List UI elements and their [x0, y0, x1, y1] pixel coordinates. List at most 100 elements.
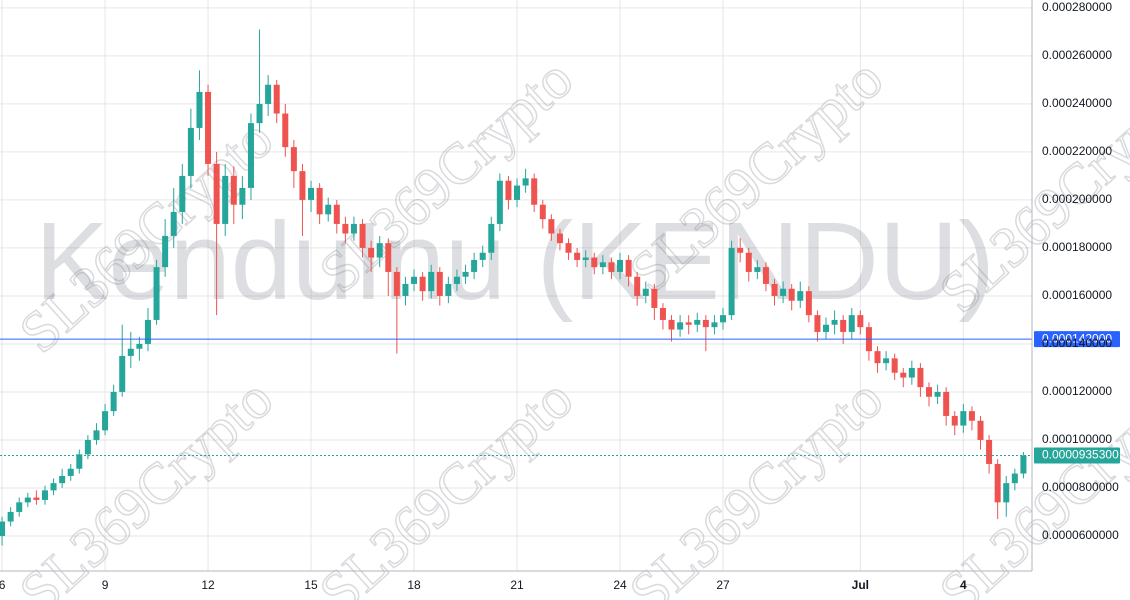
- candle-body: [994, 463, 1001, 503]
- candle-body: [67, 468, 74, 476]
- candle-body: [496, 180, 503, 224]
- candle-body: [874, 351, 881, 364]
- candle-body: [471, 259, 478, 272]
- candle-body: [196, 91, 203, 128]
- candle-body: [556, 233, 563, 244]
- candle-body: [393, 271, 400, 296]
- candle-body: [848, 315, 855, 332]
- candle-body: [93, 430, 100, 440]
- y-tick-label: 0.0000800000: [1042, 480, 1119, 494]
- candle-body: [771, 283, 778, 296]
- candle-body: [754, 267, 761, 272]
- candle-body: [745, 252, 752, 272]
- y-tick-label: 0.000280000: [1042, 0, 1112, 14]
- candle-body: [951, 415, 958, 426]
- candle-body: [0, 521, 6, 536]
- candle-body: [986, 439, 993, 464]
- price-line-label: 0.000142000: [1042, 331, 1112, 345]
- candle-body: [634, 276, 641, 296]
- candle-body: [943, 391, 950, 416]
- price-line-label-box: [1034, 447, 1120, 464]
- candle-body: [677, 322, 684, 330]
- y-tick-label: 0.000140000: [1042, 336, 1112, 350]
- candle-body: [857, 315, 864, 328]
- candle-body: [342, 223, 349, 234]
- candle-body: [7, 511, 14, 522]
- candle-body: [659, 307, 666, 320]
- candle-body: [333, 204, 340, 224]
- y-tick-label: 0.000220000: [1042, 144, 1112, 158]
- candle-body: [428, 271, 435, 292]
- grid: [0, 0, 1032, 571]
- x-tick-label: 12: [201, 578, 215, 592]
- candle-body: [411, 276, 418, 284]
- watermark: KenduInu (KENDU): [35, 200, 995, 323]
- candle-body: [119, 355, 126, 392]
- candle-body: [385, 243, 392, 272]
- candle-body: [539, 204, 546, 220]
- candle-body: [788, 288, 795, 301]
- candle-body: [479, 252, 486, 260]
- candle-body: [376, 243, 383, 258]
- candle-body: [805, 291, 812, 316]
- candle-body: [728, 247, 735, 316]
- x-tick-label: 18: [407, 578, 421, 592]
- candle-body: [831, 319, 838, 325]
- candle-body: [299, 171, 306, 200]
- candle-body: [50, 483, 57, 491]
- x-tick-label: 27: [716, 578, 730, 592]
- candle-body: [127, 348, 134, 356]
- candle-body: [1003, 483, 1010, 503]
- candle-body: [325, 204, 332, 215]
- candle-body: [582, 257, 589, 260]
- candle-body: [170, 211, 177, 236]
- candle-body: [162, 235, 169, 268]
- candles: [0, 29, 1027, 546]
- price-line-label-box: [1034, 331, 1120, 348]
- candle-body: [505, 180, 512, 200]
- candle-body: [273, 84, 280, 114]
- candle-body: [153, 267, 160, 320]
- candle-body: [977, 420, 984, 440]
- y-tick-label: 0.000120000: [1042, 384, 1112, 398]
- candle-body: [591, 257, 598, 268]
- candle-body: [282, 113, 289, 148]
- candle-body: [625, 259, 632, 277]
- candle-body: [1011, 473, 1018, 484]
- x-tick-label: 4: [960, 578, 967, 592]
- candle-body: [694, 319, 701, 325]
- x-tick-label: 21: [510, 578, 524, 592]
- candle-body: [436, 271, 443, 296]
- candle-body: [256, 103, 263, 124]
- candle-body: [814, 315, 821, 332]
- candle-body: [445, 283, 452, 296]
- candle-body: [685, 322, 692, 325]
- candle-body: [213, 163, 220, 224]
- candle-body: [41, 490, 48, 500]
- candle-body: [617, 259, 624, 272]
- candle-body: [16, 502, 23, 512]
- candle-body: [968, 411, 975, 421]
- candle-body: [453, 276, 460, 284]
- x-tick-label: 15: [304, 578, 318, 592]
- candle-body: [522, 178, 529, 186]
- candle-body: [823, 324, 830, 332]
- candle-body: [917, 367, 924, 388]
- candle-body: [247, 123, 254, 188]
- candle-body: [574, 252, 581, 260]
- candle-body: [883, 358, 890, 364]
- candle-body: [762, 267, 769, 284]
- y-tick-label: 0.000240000: [1042, 96, 1112, 110]
- candle-body: [84, 439, 91, 455]
- candle-body: [402, 283, 409, 296]
- candle-body: [24, 497, 31, 503]
- candle-body: [136, 343, 143, 349]
- candle-body: [462, 271, 469, 277]
- candle-body: [187, 127, 194, 176]
- candle-body: [308, 187, 315, 200]
- price-line-label: 0.0000935300: [1042, 448, 1119, 462]
- candle-body: [33, 497, 40, 500]
- candle-body: [265, 84, 272, 104]
